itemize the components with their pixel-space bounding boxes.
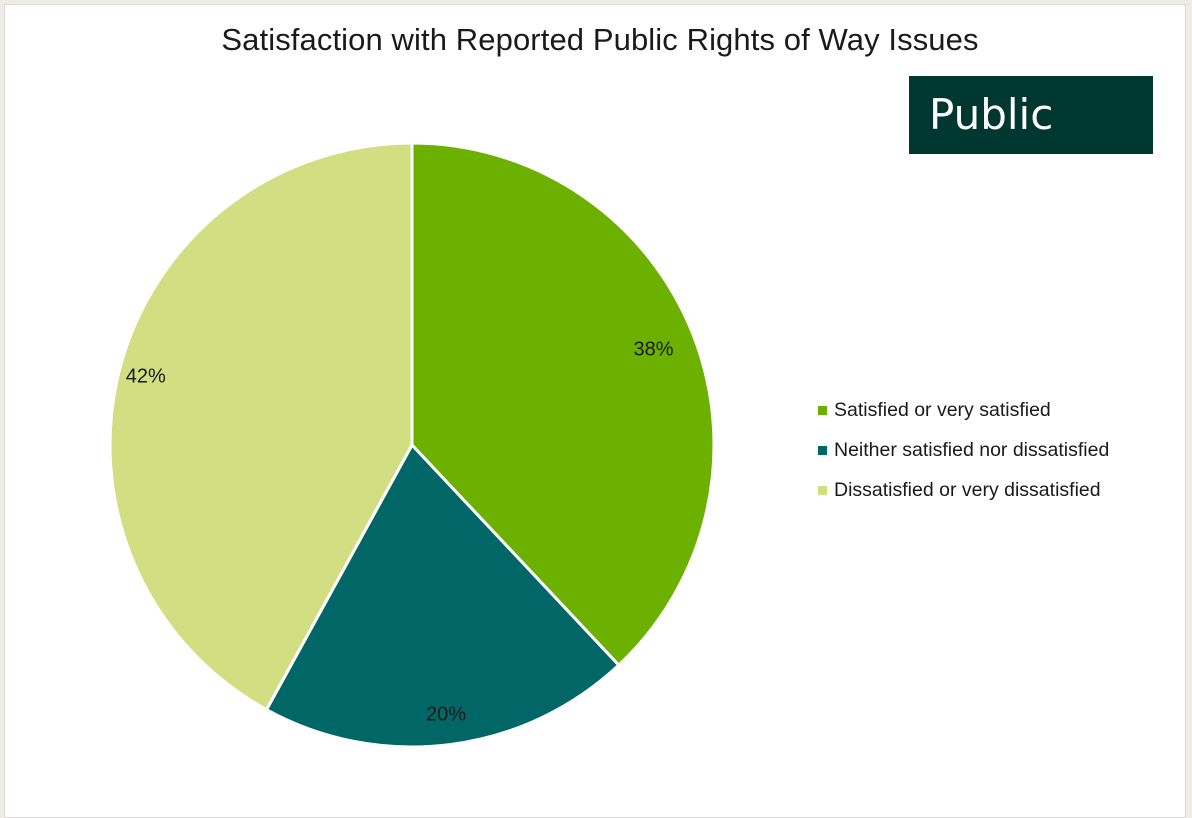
data-label-neither-satisfied-nor-dissatisfied: 20% (426, 704, 466, 726)
pie-labels: 38% 20% 42% (126, 338, 674, 725)
legend-swatch (818, 485, 827, 495)
legend-label: Dissatisfied or very dissatisfied (834, 478, 1101, 501)
legend-swatch (818, 445, 827, 455)
chart-legend: Satisfied or very satisfied Neither satis… (818, 390, 1109, 510)
pie-slice-satisfied-or-very-satisfied (410, 141, 716, 667)
data-label-satisfied-or-very-satisfied: 38% (633, 338, 673, 360)
chart-title: Satisfaction with Reported Public Rights… (221, 22, 979, 57)
data-label-dissatisfied-or-very-dissatisfied: 42% (126, 366, 166, 388)
legend-item-neither-satisfied-nor-dissatisfied: Neither satisfied nor dissatisfied (818, 430, 1109, 470)
legend-item-satisfied-or-very-satisfied: Satisfied or very satisfied (818, 390, 1109, 430)
pie-slice-dissatisfied-or-very-dissatisfied (108, 141, 414, 712)
legend-item-dissatisfied-or-very-dissatisfied: Dissatisfied or very dissatisfied (818, 470, 1109, 510)
pie-slice-neither-satisfied-nor-dissatisfied (265, 443, 621, 749)
legend-swatch (818, 405, 827, 415)
legend-label: Satisfied or very satisfied (834, 398, 1051, 421)
pie-slices (108, 141, 716, 749)
public-badge: Public (909, 76, 1153, 154)
legend-label: Neither satisfied nor dissatisfied (834, 438, 1110, 461)
